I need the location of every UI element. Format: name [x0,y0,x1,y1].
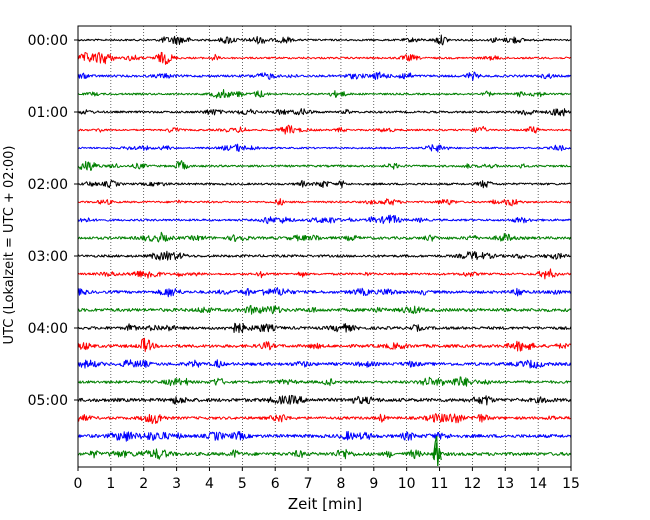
x-tick-label: 2 [139,476,148,492]
seismic-trace [77,250,571,261]
seismic-trace [77,394,572,406]
trace-layer [77,34,572,467]
y-tick-label: 04:00 [28,321,68,337]
x-tick-label: 9 [369,476,378,492]
seismic-trace [77,71,572,81]
seismic-trace [77,287,572,298]
seismic-trace [77,376,572,387]
y-tick-label: 02:00 [28,177,68,193]
x-axis: 0 1 2 3 4 5 6 7 8 9 10 11 12 13 14 15 [74,467,580,492]
x-axis-label: Zeit [min] [288,495,362,513]
seismic-trace [77,108,572,117]
seismic-trace [77,89,572,99]
x-tick-label: 8 [336,476,345,492]
x-tick-label: 4 [205,476,214,492]
x-tick-label: 15 [562,476,580,492]
seismic-trace [77,179,572,189]
seismic-trace [77,214,572,225]
x-tick-label: 12 [463,476,481,492]
x-tick-label: 5 [238,476,247,492]
x-tick-label: 1 [106,476,115,492]
x-tick-label: 13 [496,476,514,492]
x-tick-label: 10 [398,476,416,492]
y-tick-label: 03:00 [28,249,68,265]
seismic-trace [77,160,572,171]
seismic-trace [77,430,572,442]
seismic-trace [77,337,572,353]
seismic-trace [77,268,572,280]
plot-frame [77,25,572,468]
seismic-trace [77,198,571,207]
seismic-trace [77,413,572,425]
x-tick-label: 11 [431,476,449,492]
event-spike [432,435,442,467]
y-tick-label: 05:00 [28,393,68,409]
vertical-gridlines [110,26,539,467]
x-tick-label: 3 [172,476,181,492]
seismic-trace [77,124,571,135]
seismic-trace [77,442,572,461]
x-tick-label: 6 [271,476,280,492]
seismic-trace [77,143,572,153]
seismic-trace [77,231,572,243]
y-axis-label: UTC (Lokalzeit = UTC + 02:00) [2,146,17,345]
x-tick-label: 0 [74,476,83,492]
seismic-trace [77,51,572,65]
x-tick-label: 14 [529,476,547,492]
y-tick-label: 01:00 [28,105,68,121]
seismic-trace [77,304,572,315]
y-axis: 00:00 01:00 02:00 03:00 04:00 05:00 [28,33,78,409]
y-tick-label: 00:00 [28,33,68,49]
seismic-trace [77,322,572,334]
seismic-trace [77,34,572,46]
x-tick-label: 7 [304,476,313,492]
seismic-trace [77,359,572,369]
